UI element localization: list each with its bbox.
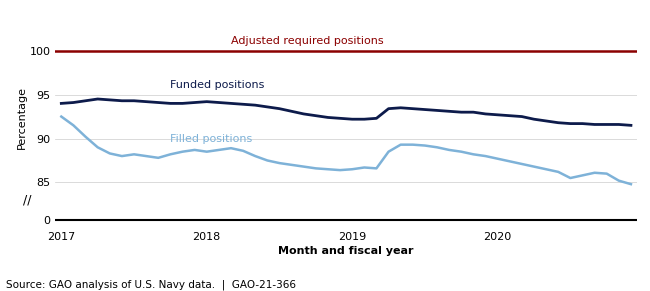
- Text: //: //: [23, 194, 32, 207]
- Text: Funded positions: Funded positions: [170, 80, 265, 90]
- Y-axis label: Percentage: Percentage: [17, 86, 27, 149]
- Text: Adjusted required positions: Adjusted required positions: [231, 36, 384, 46]
- Text: Source: GAO analysis of U.S. Navy data.  |  GAO-21-366: Source: GAO analysis of U.S. Navy data. …: [6, 279, 296, 290]
- Text: Filled positions: Filled positions: [170, 134, 253, 144]
- X-axis label: Month and fiscal year: Month and fiscal year: [278, 246, 414, 256]
